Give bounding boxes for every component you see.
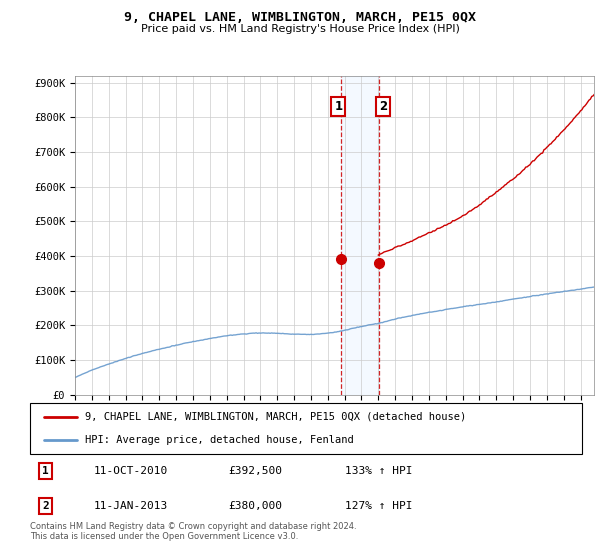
Text: 11-OCT-2010: 11-OCT-2010 xyxy=(94,466,168,476)
Text: £380,000: £380,000 xyxy=(229,501,283,511)
Text: Contains HM Land Registry data © Crown copyright and database right 2024.
This d: Contains HM Land Registry data © Crown c… xyxy=(30,522,356,542)
Text: 2: 2 xyxy=(42,501,49,511)
Text: 127% ↑ HPI: 127% ↑ HPI xyxy=(344,501,412,511)
Text: 11-JAN-2013: 11-JAN-2013 xyxy=(94,501,168,511)
Text: 1: 1 xyxy=(42,466,49,476)
Text: 9, CHAPEL LANE, WIMBLINGTON, MARCH, PE15 0QX (detached house): 9, CHAPEL LANE, WIMBLINGTON, MARCH, PE15… xyxy=(85,412,466,422)
Text: HPI: Average price, detached house, Fenland: HPI: Average price, detached house, Fenl… xyxy=(85,435,354,445)
Bar xyxy=(341,76,379,395)
Text: Price paid vs. HM Land Registry's House Price Index (HPI): Price paid vs. HM Land Registry's House … xyxy=(140,24,460,34)
Text: 133% ↑ HPI: 133% ↑ HPI xyxy=(344,466,412,476)
Text: 9, CHAPEL LANE, WIMBLINGTON, MARCH, PE15 0QX: 9, CHAPEL LANE, WIMBLINGTON, MARCH, PE15… xyxy=(124,11,476,24)
Text: £392,500: £392,500 xyxy=(229,466,283,476)
FancyBboxPatch shape xyxy=(30,403,582,454)
Text: 1: 1 xyxy=(334,100,343,113)
Text: 2: 2 xyxy=(379,100,387,113)
